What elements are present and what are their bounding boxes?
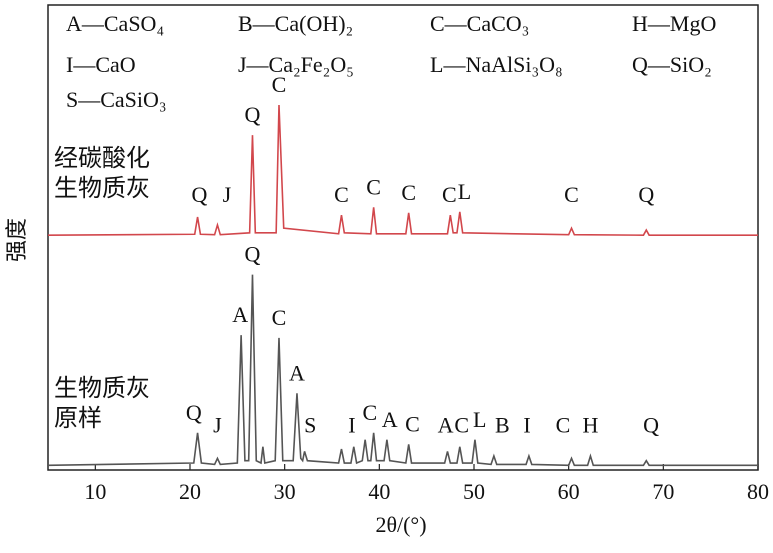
peak-label: C [334,182,349,207]
peak-label: C [556,412,571,437]
peak-label: Q [643,412,659,437]
peak-label: Q [638,182,654,207]
x-tick-label: 40 [368,479,390,504]
peak-label: B [495,412,510,437]
x-tick-label: 10 [84,479,106,504]
peak-label: A [289,360,305,385]
legend-item: B—Ca(OH)₂ [238,11,353,36]
peak-label: Q [186,400,202,425]
peak-label: C [564,182,579,207]
peak-label: I [348,412,355,437]
legend-item: Q—SiO₂ [632,52,712,77]
legend-item: C—CaCO₃ [430,11,529,36]
peak-label: I [523,412,530,437]
legend-item: S—CaSiO₃ [66,87,167,112]
plot-frame [47,4,759,471]
series-label: 经碳酸化生物质灰 [54,144,150,203]
peak-label: S [304,412,316,437]
peak-label: A [382,407,398,432]
legend-item: I—CaO [66,52,136,77]
x-axis-label: 2θ/(°) [375,512,426,537]
legend-item: A—CaSO₄ [66,11,164,36]
series-line [47,274,758,467]
peak-label: C [442,182,457,207]
peak-label: C [366,174,381,199]
series-line [47,104,758,236]
legend-item: J—Ca₂Fe₂O₅ [238,52,354,77]
peak-label: A [438,412,454,437]
peak-label: J [223,182,232,207]
peak-label: C [363,400,378,425]
x-tick-label: 70 [652,479,674,504]
peak-label: C [272,72,287,97]
peak-label: C [401,180,416,205]
x-tick-label: 20 [179,479,201,504]
x-tick-label: 80 [747,479,769,504]
x-tick-label: 60 [558,479,580,504]
peak-label: C [405,411,420,436]
peak-label: Q [245,242,261,267]
peak-label: C [272,305,287,330]
x-tick-label: 30 [274,479,296,504]
x-tick-label: 50 [463,479,485,504]
peak-label: C [454,412,469,437]
peak-label: L [473,407,486,432]
peak-label: Q [245,102,261,127]
peak-label: J [213,412,222,437]
peak-label: H [582,412,598,437]
peak-label: A [232,302,248,327]
peak-label: Q [192,182,208,207]
peak-label: L [458,179,471,204]
legend-item: H—MgO [632,11,716,36]
legend-item: L—NaAlSi₃O₈ [430,52,563,77]
series-label: 生物质灰原样 [54,374,150,433]
y-axis-label: 强度 [5,218,30,262]
